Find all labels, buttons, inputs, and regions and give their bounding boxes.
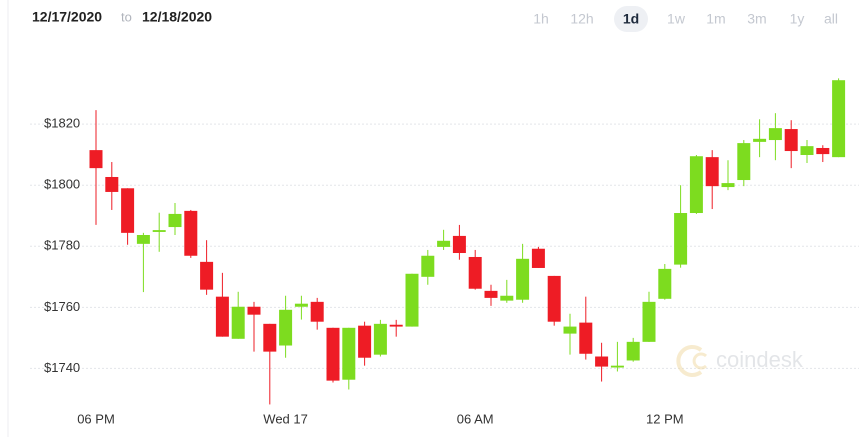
candle-body [184, 210, 198, 256]
candle-body [310, 301, 324, 322]
candle-body [768, 128, 782, 141]
candle-body [452, 235, 466, 254]
candle-body [642, 301, 656, 342]
range-button[interactable]: 12h [570, 11, 593, 27]
candle-body [626, 341, 640, 361]
candle-body [215, 296, 229, 337]
candle-body [200, 261, 214, 290]
candle-body [689, 156, 703, 214]
candle-body [358, 325, 372, 358]
candle-body [674, 213, 688, 265]
y-tick-label: $1780 [44, 238, 80, 253]
candle-body [326, 327, 340, 381]
candle-body [342, 327, 356, 380]
candle-body [816, 147, 830, 155]
candle-body [500, 295, 514, 301]
candle-body [547, 275, 561, 322]
candle-body [579, 322, 593, 354]
candle-body [294, 303, 308, 307]
y-tick-label: $1820 [44, 116, 80, 131]
x-tick-label: Wed 17 [263, 411, 308, 426]
candle-body [121, 188, 135, 233]
candle-body [832, 80, 846, 158]
range-button[interactable]: all [824, 11, 838, 27]
x-tick-label: 06 PM [77, 411, 115, 426]
range-button[interactable]: 1m [706, 11, 725, 27]
x-tick-label: 12 PM [646, 411, 684, 426]
y-tick-label: $1740 [44, 360, 80, 375]
y-tick-label: $1760 [44, 299, 80, 314]
candle-body [563, 326, 577, 334]
range-button[interactable]: 1y [790, 11, 805, 27]
range-button[interactable]: 1h [533, 11, 549, 27]
candle-body [279, 309, 293, 346]
candle-body [263, 323, 277, 352]
candle-body [484, 290, 498, 298]
candle-body [89, 150, 103, 169]
candle-body [658, 268, 672, 299]
candle-body [373, 323, 387, 355]
candle-body [421, 255, 435, 277]
candle-body [784, 129, 798, 152]
watermark-icon [692, 352, 708, 370]
candle-body [516, 258, 530, 300]
watermark: coindesk [676, 345, 804, 377]
watermark-icon [676, 345, 703, 377]
candle-body [231, 306, 245, 339]
y-tick-label: $1800 [44, 177, 80, 192]
candle-body [405, 273, 419, 327]
watermark-text: coindesk [716, 347, 804, 372]
range-button[interactable]: 3m [747, 11, 766, 27]
candle-body [737, 143, 751, 181]
plot-area: $1740 $1760 $1780 $1800 $1820 06 PM Wed 17 06 A… [30, 78, 859, 426]
date-to: 12/18/2020 [142, 9, 212, 25]
candle-body [595, 356, 609, 367]
candle-body [152, 230, 166, 232]
x-tick-label: 06 AM [457, 411, 494, 426]
candle-body [247, 306, 261, 315]
candle-body [168, 213, 182, 228]
candle-body [800, 146, 814, 156]
candle-body [753, 138, 767, 142]
candle-body [705, 157, 719, 187]
candle-body [105, 176, 119, 192]
range-button[interactable]: 1d [623, 11, 639, 27]
candle-body [136, 234, 150, 244]
candle-body [437, 240, 451, 247]
date-from: 12/17/2020 [32, 9, 102, 25]
candle-body [468, 256, 482, 289]
candle-body [610, 365, 624, 368]
candle-body [721, 183, 735, 188]
range-selector: 1h 12h 1d 1w 1m 3m 1y all [533, 6, 838, 32]
candle-body [531, 248, 545, 268]
date-separator: to [121, 9, 132, 24]
range-active-bg [614, 6, 648, 32]
range-button[interactable]: 1w [667, 11, 686, 27]
candle-body [389, 324, 403, 327]
